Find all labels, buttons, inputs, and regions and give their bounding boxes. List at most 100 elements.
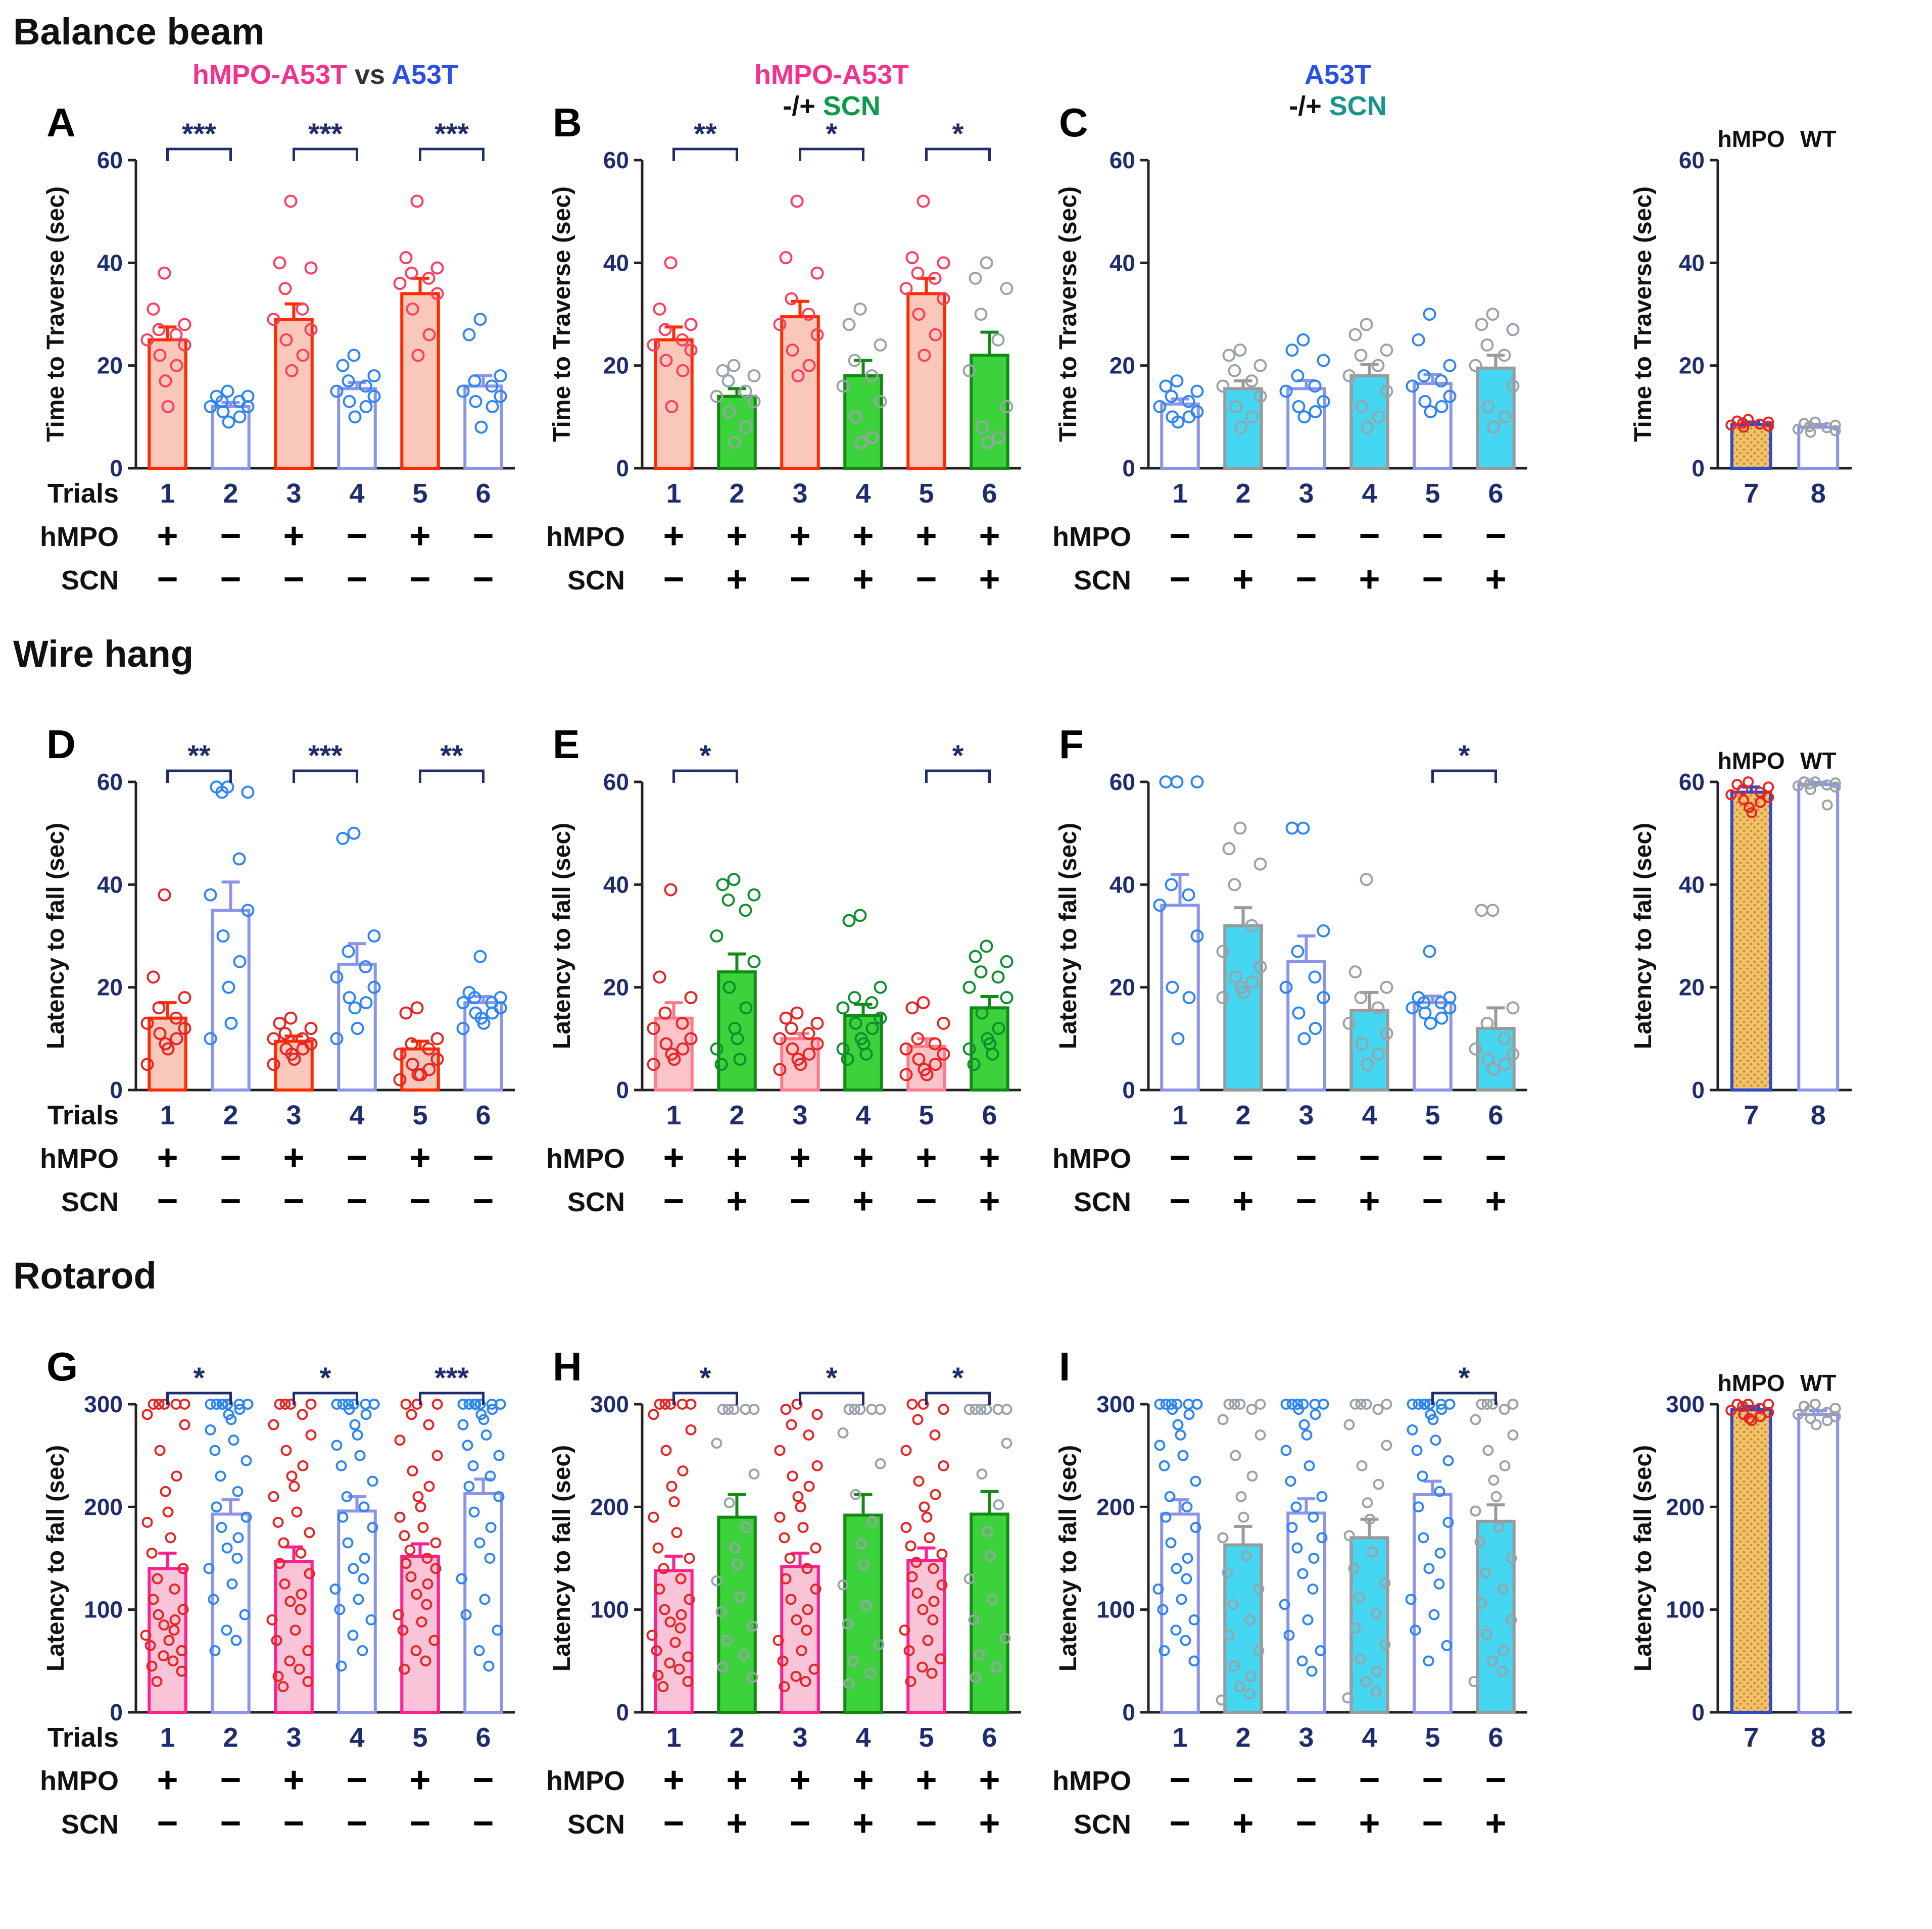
data-point bbox=[422, 328, 436, 341]
significance-label: * bbox=[194, 1362, 205, 1395]
data-point bbox=[786, 1043, 799, 1056]
data-point bbox=[866, 1515, 878, 1527]
hmpo-sign: − bbox=[1422, 1760, 1443, 1800]
trial-number: 1 bbox=[160, 478, 175, 509]
data-point bbox=[986, 1048, 999, 1061]
data-point bbox=[802, 1604, 813, 1615]
data-point bbox=[305, 1429, 317, 1441]
data-point bbox=[367, 1522, 378, 1534]
data-point bbox=[473, 312, 487, 326]
data-point bbox=[1413, 1399, 1424, 1410]
scn-sign: − bbox=[789, 559, 810, 600]
data-point bbox=[1316, 1491, 1328, 1503]
data-point bbox=[1355, 1399, 1367, 1410]
data-point bbox=[1755, 797, 1766, 809]
data-point bbox=[231, 1553, 243, 1564]
hmpo-sign: − bbox=[1169, 516, 1190, 556]
data-point bbox=[903, 1645, 915, 1657]
data-point bbox=[1188, 1614, 1200, 1626]
data-point bbox=[790, 194, 804, 208]
chart-panel-A: hMPO-A53T vs A53T A 0 20 40 60 Time to Travers… bbox=[40, 60, 515, 600]
data-point bbox=[284, 1655, 296, 1667]
scn-sign: − bbox=[157, 1181, 178, 1221]
data-point bbox=[787, 1470, 798, 1482]
y-tick-label: 20 bbox=[1679, 974, 1705, 1001]
data-point bbox=[400, 1399, 412, 1410]
data-point bbox=[1343, 1419, 1355, 1430]
data-point bbox=[665, 400, 679, 413]
data-point bbox=[974, 965, 988, 979]
trial-number: 8 bbox=[1811, 478, 1826, 509]
data-point bbox=[287, 1053, 301, 1066]
section-balance-beam: Balance beam hMPO-A53T vs A53T A 0 20 40 60 Ti… bbox=[0, 0, 1932, 622]
data-point bbox=[1497, 1584, 1509, 1595]
scn-sign: + bbox=[979, 1181, 1000, 1221]
trial-number: 5 bbox=[412, 1722, 427, 1753]
data-point bbox=[278, 281, 292, 295]
data-point bbox=[1798, 418, 1810, 429]
data-point bbox=[1481, 1399, 1493, 1410]
data-point bbox=[1291, 369, 1305, 382]
hmpo-sign: − bbox=[472, 516, 494, 556]
trial-number: 2 bbox=[223, 478, 238, 509]
trial-number: 1 bbox=[160, 1100, 175, 1130]
data-point bbox=[773, 1032, 787, 1046]
scn-sign: + bbox=[1359, 1803, 1380, 1844]
data-point bbox=[1292, 400, 1306, 413]
trial-number: 5 bbox=[919, 478, 934, 509]
hmpo-sign: − bbox=[472, 1137, 494, 1178]
data-point bbox=[430, 1053, 444, 1066]
hmpo-sign: − bbox=[1359, 1137, 1380, 1178]
data-point bbox=[803, 1480, 815, 1492]
data-point bbox=[423, 1419, 434, 1430]
scn-sign: − bbox=[409, 1803, 430, 1844]
hmpo-sign: − bbox=[1232, 1760, 1253, 1800]
data-point bbox=[976, 1468, 988, 1480]
data-point bbox=[1310, 1409, 1321, 1420]
scn-sign: − bbox=[220, 559, 241, 600]
data-point bbox=[368, 1399, 380, 1410]
data-point bbox=[800, 1676, 811, 1688]
data-point bbox=[416, 1616, 427, 1628]
data-point bbox=[916, 1661, 928, 1673]
data-point bbox=[864, 1667, 876, 1679]
hmpo-sign: − bbox=[220, 516, 241, 556]
data-point bbox=[850, 1489, 861, 1500]
data-point bbox=[843, 1678, 855, 1690]
data-point bbox=[1488, 1474, 1500, 1486]
data-point bbox=[1419, 1399, 1431, 1410]
data-point bbox=[811, 1409, 823, 1420]
data-point bbox=[916, 194, 930, 208]
data-point bbox=[710, 1043, 723, 1056]
data-point bbox=[810, 1037, 824, 1051]
data-point bbox=[222, 1399, 233, 1410]
data-point bbox=[267, 312, 280, 326]
data-point bbox=[178, 338, 191, 352]
scn-sign: − bbox=[409, 1181, 430, 1221]
data-point bbox=[1743, 776, 1754, 788]
trial-number: 5 bbox=[412, 1100, 427, 1130]
bar-trial-6 bbox=[970, 354, 1009, 470]
data-point bbox=[470, 1399, 481, 1410]
data-point bbox=[304, 1022, 318, 1035]
data-point bbox=[1754, 786, 1766, 798]
data-point bbox=[905, 1676, 916, 1688]
data-point bbox=[1763, 781, 1774, 793]
data-point bbox=[1181, 1501, 1193, 1513]
data-point bbox=[962, 364, 976, 377]
data-point bbox=[225, 1414, 237, 1425]
data-point bbox=[1418, 1006, 1432, 1020]
data-point bbox=[1317, 394, 1330, 408]
data-point bbox=[1360, 1676, 1372, 1688]
data-point bbox=[810, 266, 824, 280]
data-point bbox=[1217, 1532, 1229, 1544]
axes bbox=[1147, 782, 1527, 1092]
data-point bbox=[962, 981, 976, 995]
y-tick-label: 20 bbox=[603, 974, 629, 1001]
y-tick-label: 60 bbox=[603, 147, 629, 173]
scn-sign: − bbox=[1295, 1803, 1317, 1844]
scn-sign: + bbox=[852, 1803, 874, 1844]
data-point bbox=[664, 256, 678, 270]
data-point bbox=[1170, 374, 1184, 387]
